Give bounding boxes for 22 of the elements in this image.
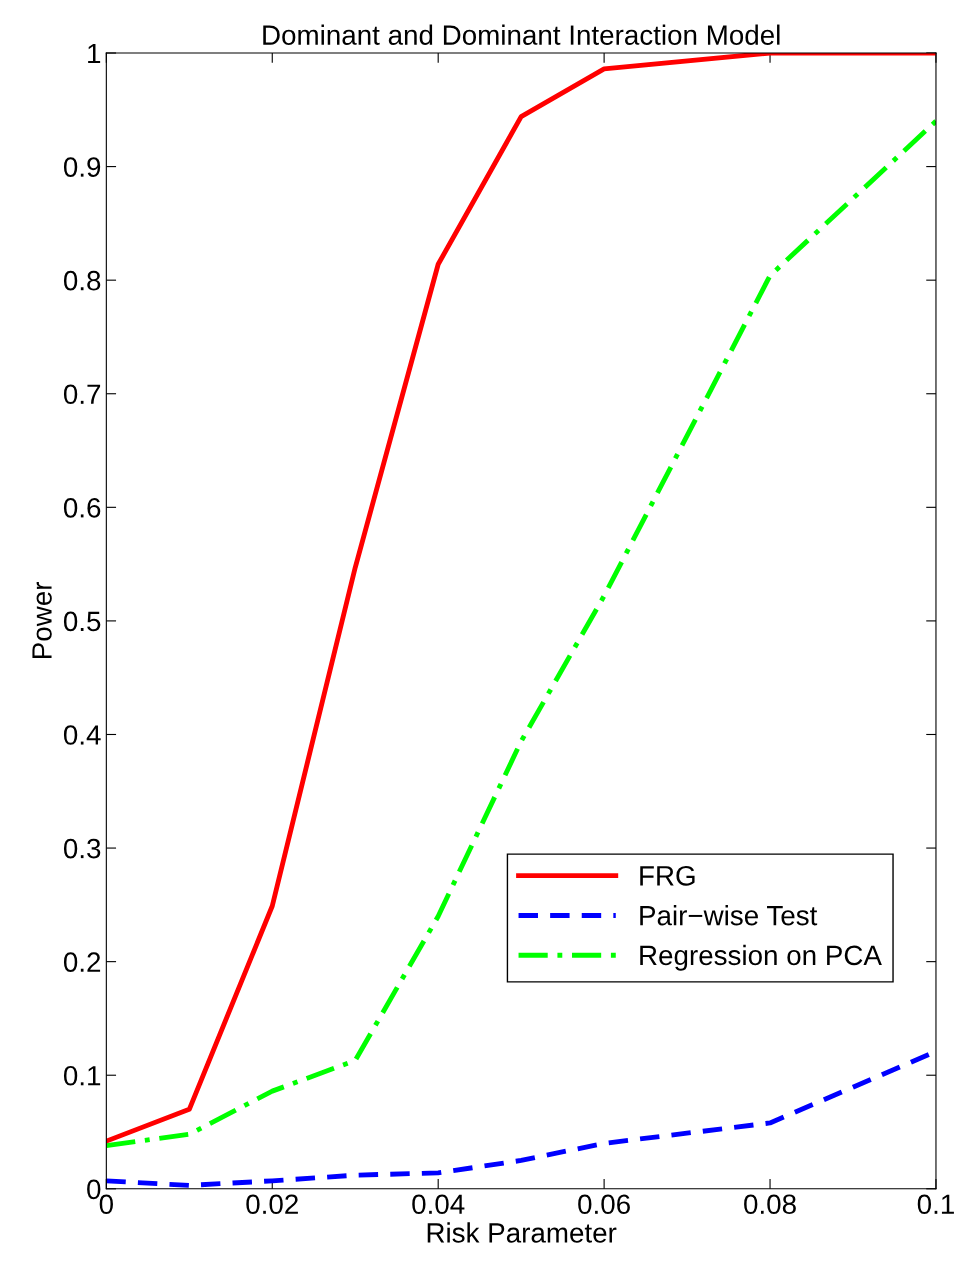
y-tick-label: 0.3	[63, 838, 101, 859]
y-tick-label: 0.8	[63, 270, 101, 291]
legend-label: Pair−wise Test	[640, 905, 818, 926]
x-tick-label: 0.08	[744, 1194, 796, 1215]
x-tick-label: 0.1	[917, 1194, 954, 1215]
y-tick-label: 1	[88, 43, 101, 64]
legend-label: FRG	[640, 865, 695, 886]
y-tick-label: 0.9	[63, 157, 101, 177]
legend-label: Regression on PCA	[640, 944, 882, 971]
y-tick-label: 0.4	[63, 725, 101, 745]
y-tick-label: 0.2	[63, 952, 101, 972]
y-tick-label: 0.1	[63, 1065, 101, 1086]
y-tick-label: 0.5	[63, 611, 101, 632]
y-tick-label: 0.6	[63, 497, 101, 518]
y-tick-label: 0.7	[63, 384, 101, 405]
y-tick-label: 0	[87, 1179, 101, 1200]
chart-title: Dominant and Dominant Interaction Model	[263, 24, 780, 45]
x-axis-title: Risk Parameter	[427, 1222, 617, 1243]
y-axis-title: Power	[32, 582, 52, 658]
x-tick-label: 0.06	[578, 1194, 630, 1215]
x-tick-label: 0.04	[412, 1194, 465, 1215]
x-tick-label: 0.02	[246, 1194, 298, 1215]
